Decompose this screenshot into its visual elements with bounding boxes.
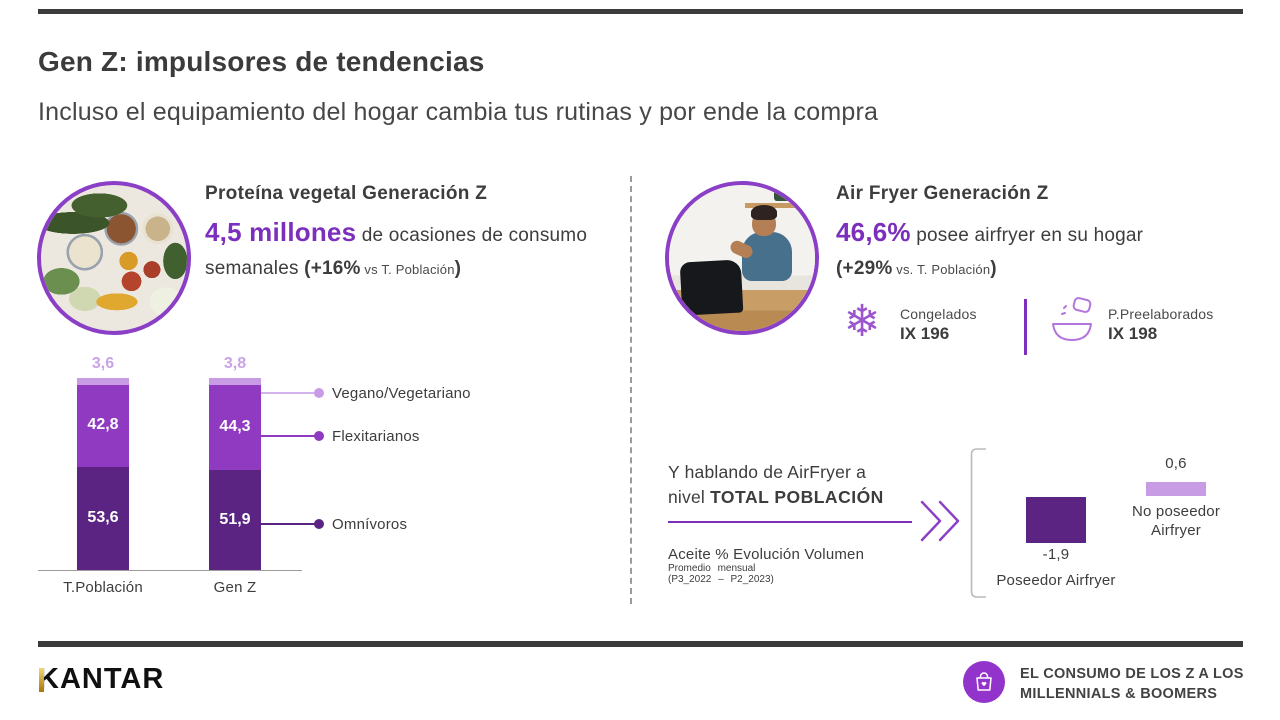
- left-stat-pct: (+16%: [304, 258, 361, 279]
- footer-badge-line1: EL CONSUMO DE LOS Z A LOS: [1020, 666, 1244, 682]
- x-label-t-poblacion: T.Población: [63, 579, 143, 596]
- congelados-index: IX 196: [900, 324, 950, 343]
- page-title: Gen Z: impulsores de tendencias: [38, 46, 485, 77]
- legend-dot-vegano: [314, 388, 324, 398]
- legend-label-flexitarianos: Flexitarianos: [332, 428, 420, 445]
- footer-badge-circle: [963, 661, 1005, 703]
- tp-line2-pre: nivel: [668, 487, 711, 507]
- left-stat-close: ): [454, 258, 462, 279]
- mini-bar-poseedor-label: Poseedor Airfryer: [996, 572, 1116, 589]
- right-stat-value: 46,6%: [836, 217, 911, 247]
- left-section-stat: 4,5 millones de ocasiones de consumo sem…: [205, 216, 645, 286]
- preelaborados-index: IX 198: [1108, 324, 1158, 343]
- mini-bar-no-poseedor: [1146, 482, 1206, 496]
- stacked-bar-gen-z: 44,3 51,9: [209, 378, 261, 570]
- bar1-omnivoros-value: 53,6: [87, 509, 119, 526]
- bar2-omnivoros-value: 51,9: [219, 511, 251, 528]
- bar2-top-label: 3,8: [223, 355, 247, 372]
- right-stat-pct: (+29%: [836, 258, 893, 279]
- congelados-label: Congelados: [900, 306, 977, 322]
- snowflake-icon: ❄: [843, 297, 881, 346]
- right-stat-close: ): [990, 258, 997, 279]
- bowl-icon: [1052, 297, 1092, 341]
- left-stat-text: de ocasiones de consumo: [356, 225, 588, 246]
- section-divider: [630, 176, 632, 604]
- badge-divider: [1024, 299, 1027, 355]
- total-population-text: Y hablando de AirFryer a nivel TOTAL POB…: [668, 460, 884, 510]
- bar1-flexitarianos-value: 42,8: [87, 416, 119, 433]
- legend-line-flexitarianos: [261, 435, 318, 437]
- bar2-flexitarianos-value: 44,3: [219, 418, 251, 435]
- bar2-flexitarianos-segment: 44,3: [209, 385, 261, 470]
- plant-protein-photo: [37, 181, 191, 335]
- left-stat-vs: vs T. Población: [360, 262, 455, 277]
- legend-dot-omnivoros: [314, 519, 324, 529]
- left-stat-value: 4,5 millones: [205, 217, 357, 247]
- mini-bar-no-poseedor-value: 0,6: [1165, 455, 1187, 472]
- top-rule: [38, 9, 1243, 14]
- bar1-omnivoros-segment: 53,6: [77, 467, 129, 570]
- mini-bar-poseedor: [1026, 497, 1086, 543]
- stacked-bar-t-poblacion: 42,8 53,6: [77, 378, 129, 570]
- footer-rule: [38, 641, 1243, 647]
- right-stat-vs: vs. T. Población: [892, 262, 991, 277]
- legend-label-vegano: Vegano/Vegetariano: [332, 385, 471, 402]
- page-subtitle: Incluso el equipamiento del hogar cambia…: [38, 98, 879, 126]
- shopping-bag-icon: [976, 672, 992, 691]
- preelaborados-badge: P.Preelaborados IX 198: [1108, 306, 1213, 344]
- photo-person-hair: [750, 205, 778, 221]
- bracket-icon: [970, 448, 986, 598]
- right-section-heading: Air Fryer Generación Z: [836, 183, 1049, 204]
- tp-line1: Y hablando de AirFryer a: [668, 462, 867, 482]
- photo-airfryer-appliance: [679, 259, 744, 316]
- x-axis-line: [38, 570, 302, 571]
- preelaborados-label: P.Preelaborados: [1108, 306, 1214, 322]
- right-section-stat: 46,6% posee airfryer en su hogar (+29% v…: [836, 216, 1256, 286]
- footer-badge-line2: MILLENNIALS & BOOMERS: [1020, 686, 1218, 702]
- left-section-heading: Proteína vegetal Generación Z: [205, 183, 488, 204]
- mini-chart-title: Aceite % Evolución Volumen: [668, 546, 865, 563]
- legend-label-omnivoros: Omnívoros: [332, 516, 408, 533]
- mini-bar-no-poseedor-label: No poseedor Airfryer: [1131, 503, 1221, 539]
- photo-shelf: [744, 202, 815, 208]
- bar1-flexitarianos-segment: 42,8: [77, 385, 129, 467]
- right-stat-text: posee airfryer en su hogar: [910, 225, 1144, 246]
- mini-bar-poseedor-value: -1,9: [1042, 546, 1070, 563]
- double-chevron-icon: [920, 500, 960, 542]
- photo-pot: [774, 187, 804, 202]
- airfryer-photo: [665, 181, 819, 335]
- footer-badge-text: EL CONSUMO DE LOS Z A LOS MILLENNIALS & …: [1020, 664, 1244, 704]
- mini-chart-period: (P3_2022 – P2_2023): [668, 574, 774, 585]
- mini-chart-subtitle: Promedio mensual: [668, 563, 756, 574]
- bar1-vegano-segment: [77, 378, 129, 385]
- tp-line2-bold: TOTAL POBLACIÓN: [710, 487, 884, 507]
- legend-line-omnivoros: [261, 523, 318, 525]
- x-label-gen-z: Gen Z: [213, 579, 257, 596]
- kantar-logo: KANTAR: [38, 663, 165, 695]
- plant-protein-photo-content: [41, 185, 187, 331]
- congelados-badge: Congelados IX 196: [900, 306, 977, 344]
- bar2-vegano-segment: [209, 378, 261, 385]
- left-stat-line2: semanales: [205, 258, 305, 279]
- kantar-logo-gold-stem: [39, 668, 44, 692]
- legend-line-vegano: [261, 392, 318, 394]
- bar1-top-label: 3,6: [91, 355, 115, 372]
- legend-dot-flexitarianos: [314, 431, 324, 441]
- total-population-underline: [668, 521, 912, 523]
- bar2-omnivoros-segment: 51,9: [209, 470, 261, 570]
